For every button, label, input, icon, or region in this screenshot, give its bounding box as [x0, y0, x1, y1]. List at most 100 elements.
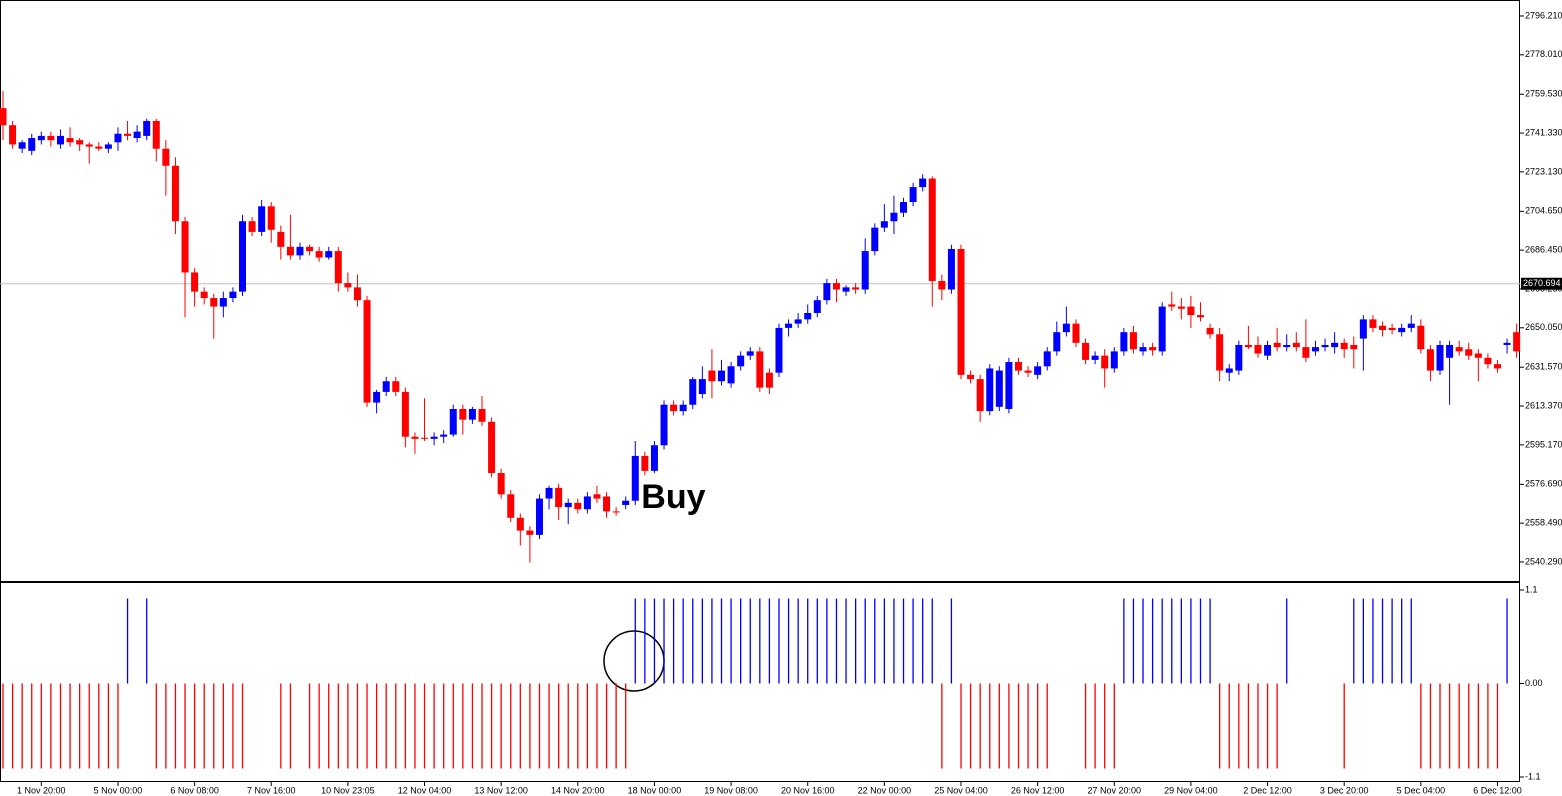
y-tick-label: 2686.450 — [1525, 245, 1562, 255]
candle-body — [746, 351, 754, 356]
candle-body — [306, 246, 314, 252]
candle-body — [660, 404, 668, 446]
y-tick-label: 2759.530 — [1525, 89, 1562, 99]
candle-body — [171, 165, 179, 222]
current-price-label: 2670.694 — [1523, 278, 1561, 288]
candle-body — [823, 283, 831, 301]
candle-body — [1053, 332, 1061, 352]
candle-body — [938, 280, 946, 290]
x-tick-label: 18 Nov 00:00 — [628, 785, 682, 795]
candle-body — [430, 436, 438, 439]
annotation: Buy — [641, 478, 705, 516]
candle-body — [545, 487, 553, 499]
candle-body — [1254, 344, 1262, 354]
candle-body — [679, 404, 687, 412]
candle-body — [804, 312, 812, 320]
candle-body — [1359, 319, 1367, 339]
candle-body — [947, 248, 955, 290]
candle-body — [315, 251, 323, 258]
candle-body — [890, 212, 898, 222]
candle-body — [1455, 347, 1463, 352]
candle-body — [258, 206, 266, 232]
x-tick-label: 27 Nov 20:00 — [1088, 785, 1142, 795]
candle-body — [229, 291, 237, 299]
candle-body — [1216, 334, 1224, 371]
candle-body — [1014, 362, 1022, 371]
candle-body — [353, 287, 361, 301]
candle-body — [1187, 306, 1195, 316]
candle-body — [1426, 349, 1434, 371]
candle-body — [382, 381, 390, 392]
candle-body — [574, 502, 582, 510]
y-tick-label: 2741.330 — [1525, 127, 1562, 137]
candle-body — [842, 287, 850, 292]
current-price-box — [1521, 277, 1562, 290]
candle-body — [555, 487, 563, 508]
candle-body — [468, 408, 476, 420]
candle-body — [1321, 344, 1329, 348]
candle-body — [162, 148, 170, 166]
candle-body — [995, 370, 1003, 407]
candle-body — [325, 251, 333, 258]
candle-body — [373, 391, 381, 403]
candle-body — [727, 366, 735, 384]
indicator-y-tick-label: -1.1 — [1525, 771, 1541, 781]
candle-body — [1034, 366, 1042, 375]
plot-frame — [0, 0, 1520, 782]
candle-body — [1129, 332, 1137, 350]
candle-body — [18, 142, 26, 149]
y-tick-label: 2723.130 — [1525, 166, 1562, 176]
candle-body — [1158, 306, 1166, 352]
candle-body — [124, 133, 132, 136]
candle-body — [1407, 323, 1415, 328]
candle-body — [1120, 332, 1128, 352]
candle-body — [76, 140, 84, 145]
candle-body — [459, 408, 467, 420]
candle-body — [392, 381, 400, 392]
candle-body — [363, 300, 371, 403]
candle-body — [488, 421, 496, 473]
candle-body — [143, 120, 151, 136]
candle-body — [622, 500, 630, 505]
candle-body — [401, 391, 409, 437]
candle-body — [9, 125, 17, 145]
candle-body — [1005, 362, 1013, 409]
candle-body — [1474, 353, 1482, 358]
candle-body — [210, 298, 218, 307]
candle-body — [1244, 344, 1252, 348]
x-tick-label: 5 Dec 04:00 — [1397, 785, 1446, 795]
candle-body — [957, 248, 965, 375]
y-tick-label: 2540.290 — [1525, 556, 1562, 566]
candle-body — [66, 138, 74, 143]
candle-body — [0, 108, 7, 126]
candle-body — [593, 494, 601, 499]
candle-body — [967, 374, 975, 380]
candle-body — [919, 178, 927, 188]
x-tick-label: 12 Nov 04:00 — [398, 785, 452, 795]
candle-body — [28, 138, 36, 151]
candle-body — [248, 221, 256, 232]
candle-body — [670, 404, 678, 412]
candle-body — [191, 272, 199, 292]
candle-body — [1225, 368, 1233, 373]
candle-body — [421, 437, 429, 439]
candle-body — [411, 436, 419, 439]
candle-body — [1062, 323, 1070, 333]
candle-body — [1139, 347, 1147, 352]
candle-body — [1331, 342, 1339, 348]
candle-body — [612, 511, 620, 513]
candle-body — [1197, 315, 1204, 318]
candle-body — [1283, 344, 1291, 348]
candle-body — [478, 408, 486, 422]
candle-body — [535, 498, 543, 535]
candle-body — [1168, 304, 1176, 307]
x-tick-label: 29 Nov 04:00 — [1164, 785, 1218, 795]
x-tick-label: 19 Nov 08:00 — [704, 785, 758, 795]
indicator-y-tick-label: 1.1 — [1525, 584, 1538, 594]
x-tick-label: 3 Dec 20:00 — [1320, 785, 1369, 795]
candle-body — [1264, 344, 1272, 356]
candle-body — [976, 379, 984, 412]
candle-body — [1369, 319, 1377, 328]
candle-body — [47, 135, 55, 141]
